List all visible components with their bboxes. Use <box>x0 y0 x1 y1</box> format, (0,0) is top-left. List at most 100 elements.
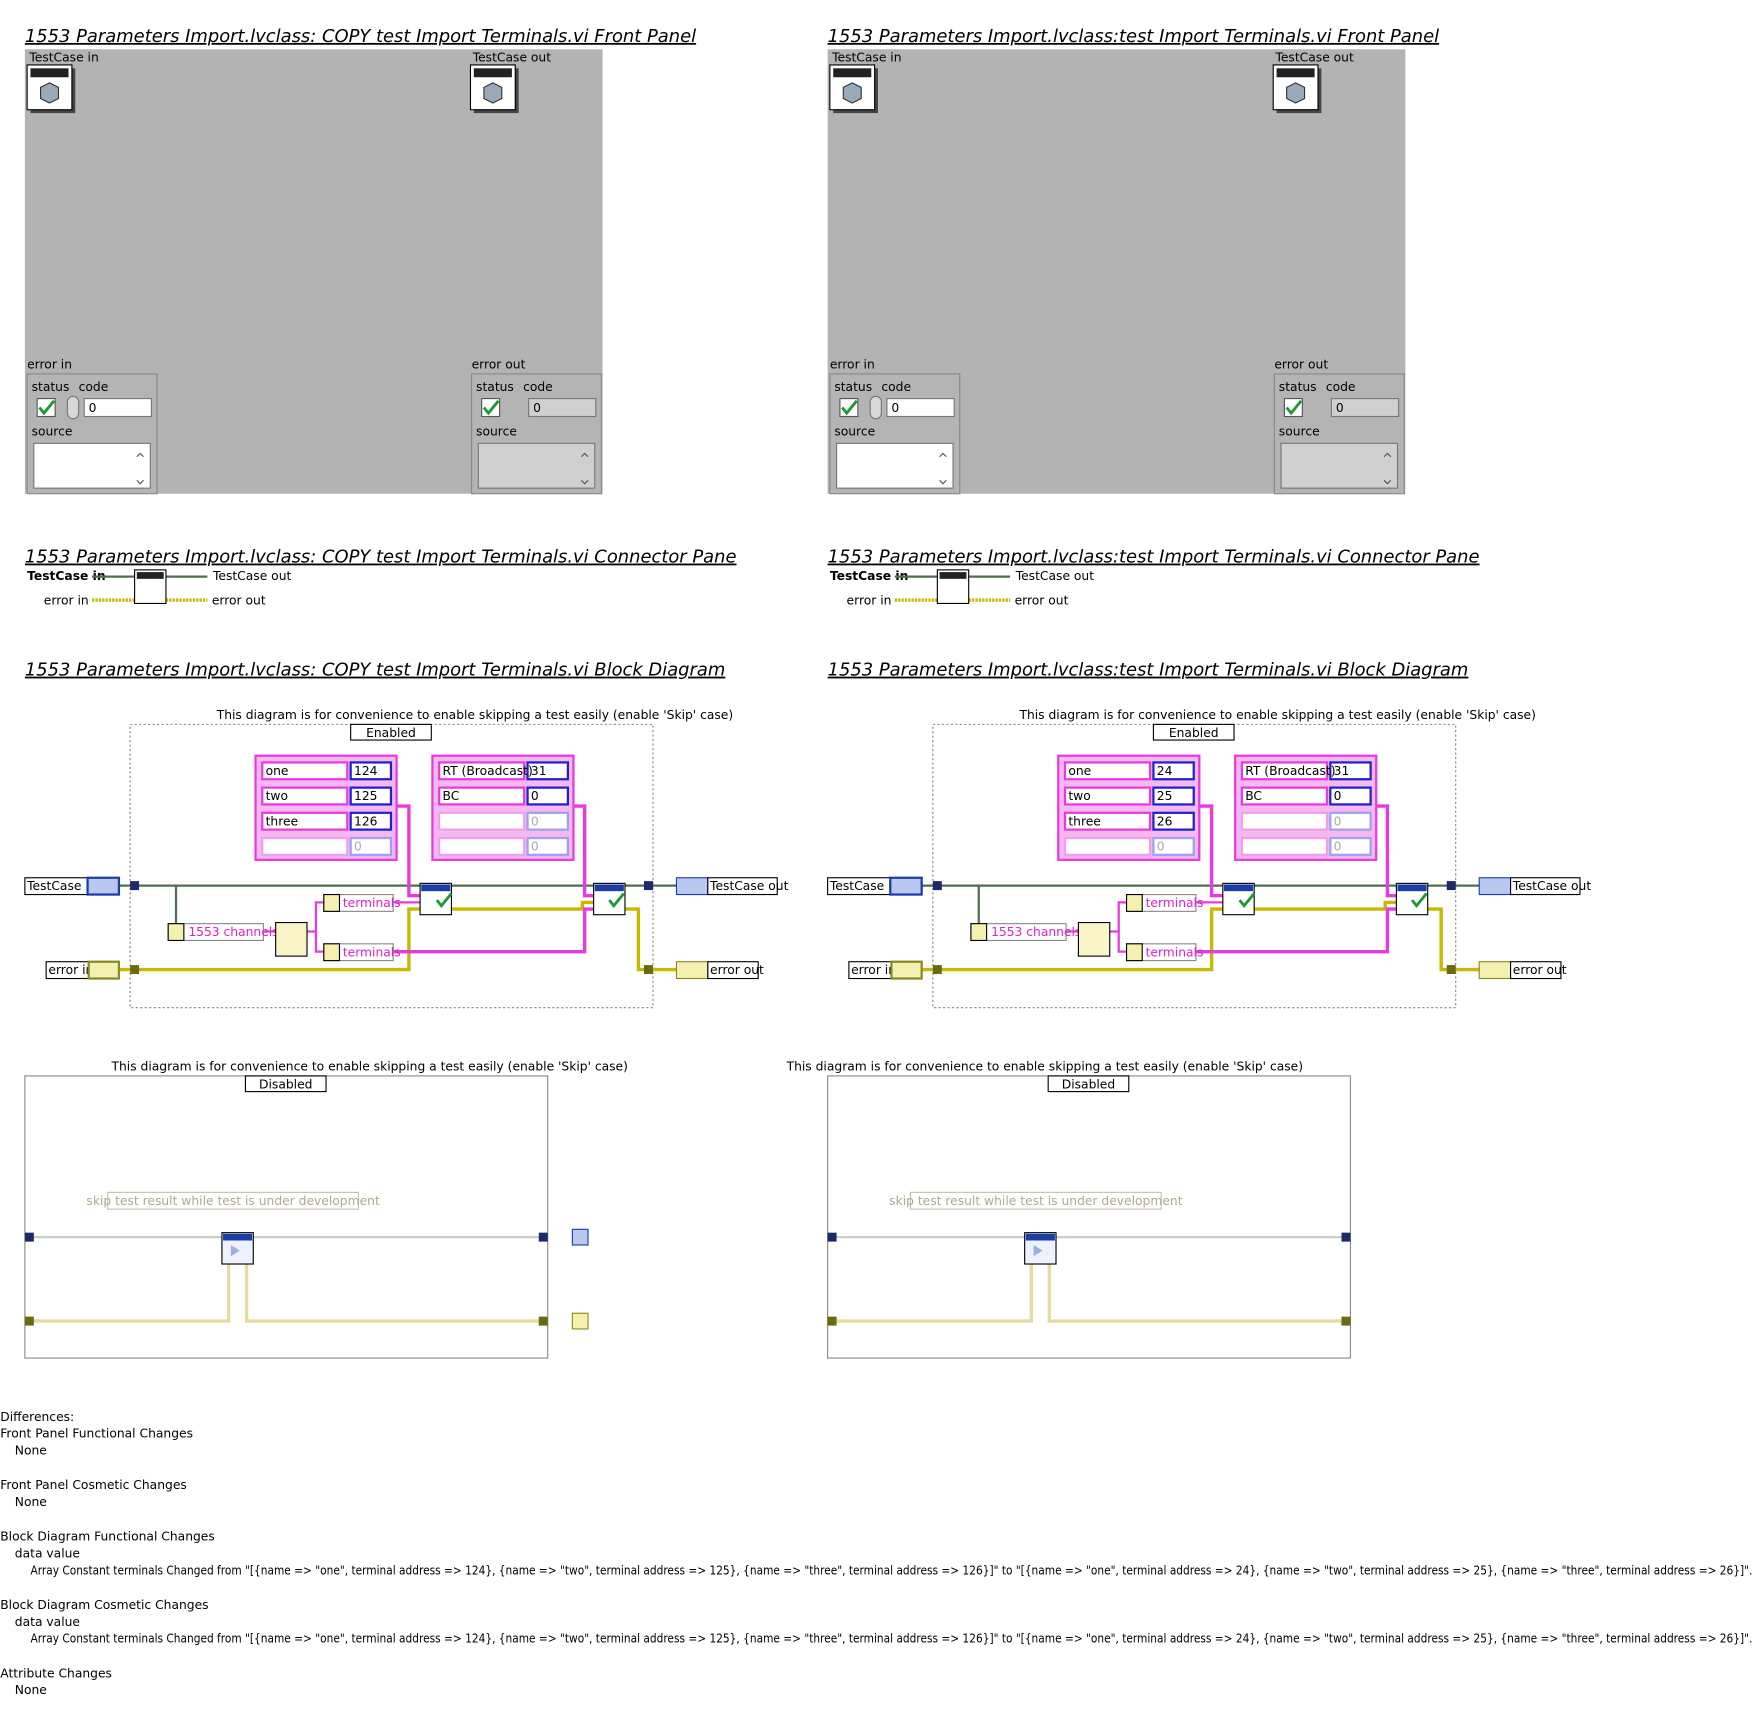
tunnel <box>1446 881 1456 891</box>
code-box <box>528 398 597 418</box>
code-value: 0 <box>891 401 899 415</box>
name-box <box>1240 836 1329 856</box>
tunnel <box>644 881 653 891</box>
diff-group: data value <box>15 1615 80 1629</box>
code-label: code <box>1326 380 1356 394</box>
address-box <box>526 761 569 781</box>
wire <box>393 907 594 954</box>
tunnel <box>644 965 653 975</box>
array-name: BC <box>1245 789 1262 803</box>
wire <box>244 1264 544 1323</box>
icon-cube <box>483 82 503 104</box>
status-label: status <box>1279 380 1317 394</box>
tunnel <box>24 1316 34 1326</box>
tunnel <box>1446 965 1456 975</box>
tunnel <box>130 965 140 975</box>
code-label: code <box>79 380 109 394</box>
tunnel <box>24 1232 34 1242</box>
scroll-arrows <box>136 452 144 485</box>
tunnel <box>538 1232 548 1242</box>
name-box <box>438 811 526 831</box>
vi-band <box>1025 1233 1055 1241</box>
pass-arrow <box>230 1244 240 1257</box>
wire <box>396 804 421 898</box>
note: skip test result while test is under dev… <box>889 1194 1183 1208</box>
name-box <box>261 836 349 856</box>
name-box <box>261 761 349 781</box>
object-terminal <box>86 876 121 896</box>
diff-item: None <box>15 1443 47 1457</box>
property-text: terminals <box>343 896 401 910</box>
address-box <box>1152 786 1195 806</box>
cluster-label: error in <box>830 357 875 371</box>
address-box <box>349 761 393 781</box>
vi-band <box>1223 884 1254 892</box>
check-mark <box>1410 892 1428 908</box>
wire <box>29 1264 231 1323</box>
section-title: 1553 Parameters Import.lvclass: COPY tes… <box>25 26 696 47</box>
name-box <box>1063 786 1152 806</box>
tunnel <box>1341 1316 1351 1326</box>
wire <box>832 1264 1034 1323</box>
error-terminal <box>571 1312 589 1330</box>
comment: This diagram is for convenience to enabl… <box>216 708 733 722</box>
check-mark <box>1238 892 1256 908</box>
address-box <box>1152 761 1195 781</box>
wire <box>118 907 421 972</box>
code-value: 0 <box>89 401 97 415</box>
tunnel <box>1341 1232 1351 1242</box>
source-box <box>836 442 954 489</box>
cluster-label: error in <box>27 357 72 371</box>
array-name: BC <box>442 789 459 803</box>
wire <box>1254 900 1397 911</box>
name-box <box>1240 811 1329 831</box>
wire <box>1047 1264 1346 1323</box>
cluster-label: error out <box>1274 357 1328 371</box>
name-box <box>438 786 526 806</box>
icon-band <box>939 572 967 579</box>
note: skip test result while test is under dev… <box>86 1194 380 1208</box>
comment: This diagram is for convenience to enabl… <box>110 1059 627 1073</box>
wire <box>307 901 324 933</box>
name-box <box>1063 836 1152 856</box>
icon-cube <box>842 82 862 104</box>
terminal-label: TestCase in <box>26 879 96 893</box>
address-box <box>1152 811 1195 831</box>
connector-label: error out <box>1015 594 1069 608</box>
array-name: RT (Broadcast) <box>1245 764 1335 778</box>
case-name: Enabled <box>1169 726 1219 740</box>
code-box <box>1330 398 1400 418</box>
comment: This diagram is for convenience to enabl… <box>786 1059 1303 1073</box>
address-box <box>526 786 569 806</box>
icon-band <box>1276 68 1315 78</box>
property-icon <box>323 943 341 962</box>
property-icon <box>1125 893 1143 912</box>
case-name: Enabled <box>366 726 416 740</box>
source-label: source <box>32 425 73 439</box>
address-box <box>1152 836 1195 856</box>
cluster-label: error out <box>472 357 526 371</box>
icon-band <box>136 572 164 579</box>
tunnel <box>538 1316 548 1326</box>
diff-section: Block Diagram Cosmetic Changes <box>0 1598 208 1612</box>
array-address: 31 <box>531 764 547 778</box>
array-name: three <box>1068 814 1101 828</box>
source-label: source <box>476 425 517 439</box>
address-box <box>1329 786 1372 806</box>
case-selector <box>1047 1075 1130 1093</box>
vi-band <box>421 884 451 892</box>
connector-label: TestCase in <box>830 569 909 583</box>
terminal-label: error in <box>48 963 93 977</box>
comment-box <box>909 1191 1162 1210</box>
diff-section: Attribute Changes <box>0 1666 112 1680</box>
constant-icon <box>970 923 988 942</box>
address-box <box>1329 811 1372 831</box>
index-node <box>275 921 308 957</box>
address-box <box>349 836 393 856</box>
property-icon <box>1125 943 1143 962</box>
source-box <box>477 442 596 489</box>
wire <box>573 804 594 898</box>
array-name: one <box>1068 764 1091 778</box>
